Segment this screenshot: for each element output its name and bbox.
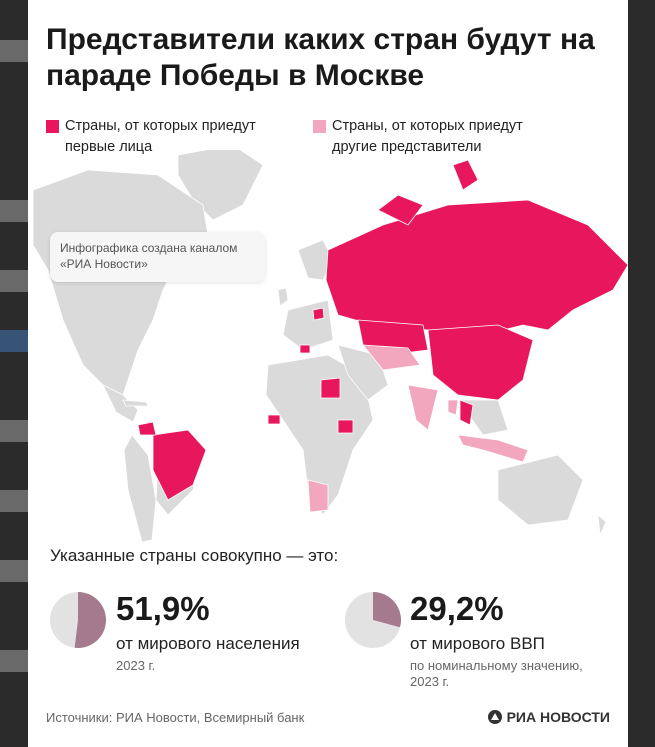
map-ethiopia xyxy=(337,419,354,434)
map-south-america-west xyxy=(123,434,157,543)
map-north-america xyxy=(32,169,209,406)
background-window-right xyxy=(628,0,655,747)
map-vietnam-laos xyxy=(459,399,474,426)
gdp-label: от мирового ВВП xyxy=(410,634,545,653)
infographic-card: Представители каких стран будут на парад… xyxy=(28,0,628,747)
population-value: 51,9% xyxy=(116,590,210,627)
map-myanmar xyxy=(447,399,459,416)
map-russia-islands xyxy=(377,159,479,226)
legend-other-representatives: Страны, от которых приедут другие предст… xyxy=(313,116,552,158)
infographic-title: Представители каких стран будут на парад… xyxy=(46,23,595,92)
gdp-value: 29,2% xyxy=(410,590,504,627)
gdp-note: по номинальному значению, xyxy=(410,658,583,673)
pie-slice xyxy=(74,592,106,648)
legend-swatch-highlight xyxy=(46,120,59,133)
map-mongolia-china xyxy=(427,324,534,401)
brand-logo: РИА НОВОСТИ xyxy=(487,709,610,725)
population-label: от мирового населения xyxy=(116,634,300,653)
summary-intro: Указанные страны совокупно — это: xyxy=(50,546,339,565)
map-south-africa-region xyxy=(307,479,329,513)
map-india xyxy=(407,384,439,431)
map-uk xyxy=(277,287,289,307)
pie-slice xyxy=(373,592,401,628)
brand-label: РИА НОВОСТИ xyxy=(506,709,610,725)
legend-label: Страны, от которых приедут другие предст… xyxy=(332,118,523,155)
map-brazil xyxy=(152,429,207,501)
map-caribbean xyxy=(122,399,149,407)
population-pie-chart xyxy=(50,592,106,648)
ria-logo-icon xyxy=(487,710,502,724)
gdp-pie-chart xyxy=(345,592,401,648)
map-central-america xyxy=(102,384,139,423)
legend-heads-of-state: Страны, от которых приедут первые лица xyxy=(46,116,285,158)
map-egypt xyxy=(320,377,341,399)
map-europe-west xyxy=(282,299,334,351)
info-note: Инфографика создана каналом «РИА Новости… xyxy=(50,232,265,282)
map-russia xyxy=(325,199,628,336)
map-indonesia xyxy=(457,434,529,463)
map-burkina xyxy=(267,414,281,425)
map-new-zealand xyxy=(597,514,607,537)
gdp-year: 2023 г. xyxy=(410,674,450,689)
map-australia xyxy=(497,454,584,526)
background-window-left xyxy=(0,0,28,747)
world-map xyxy=(32,150,628,543)
map-venezuela xyxy=(137,421,157,436)
map-belarus-serbia xyxy=(299,307,325,354)
legend-label: Страны, от которых приедут первые лица xyxy=(65,118,256,155)
map-central-asia xyxy=(362,344,421,371)
legend-swatch-secondary xyxy=(313,120,326,133)
sources-text: Источники: РИА Новости, Всемирный банк xyxy=(46,710,305,725)
population-year: 2023 г. xyxy=(116,658,156,673)
